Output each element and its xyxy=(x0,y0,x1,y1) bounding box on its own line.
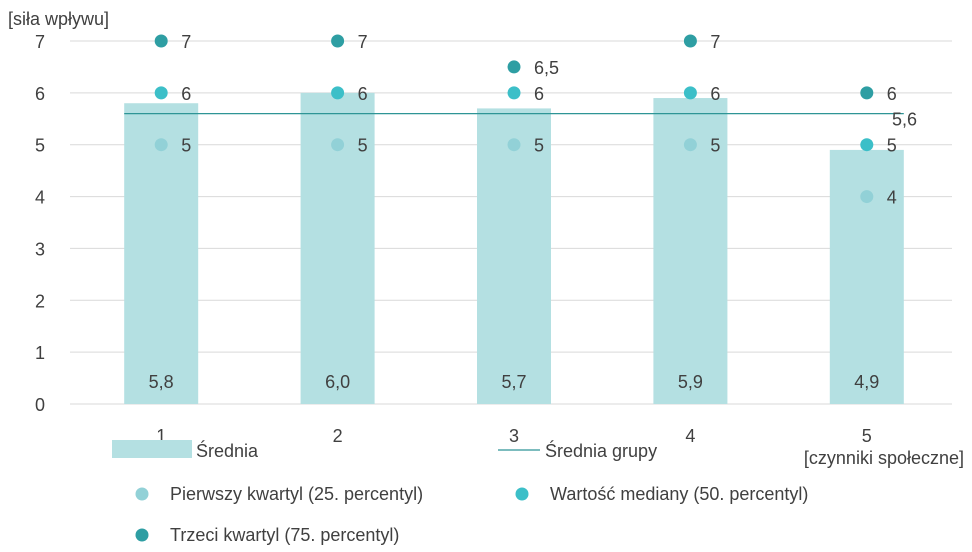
y-tick-label: 5 xyxy=(35,136,45,156)
point-label: 6 xyxy=(887,84,897,104)
y-tick-label: 0 xyxy=(35,395,45,415)
point xyxy=(683,34,697,48)
point-label: 6,5 xyxy=(534,58,559,78)
bar-data-label: 6,0 xyxy=(325,372,350,392)
x-tick-label: 1 xyxy=(156,426,166,446)
bar xyxy=(477,108,551,405)
point-label: 5 xyxy=(181,136,191,156)
point-label: 6 xyxy=(358,84,368,104)
point xyxy=(154,138,168,152)
x-tick-label: 2 xyxy=(333,426,343,446)
point-label: 5 xyxy=(358,136,368,156)
legend-label: Średnia xyxy=(196,440,259,461)
point xyxy=(683,138,697,152)
x-tick-label: 4 xyxy=(685,426,695,446)
x-tick-label: 3 xyxy=(509,426,519,446)
point-label: 5 xyxy=(887,136,897,156)
point xyxy=(154,34,168,48)
legend-label: Wartość mediany (50. percentyl) xyxy=(550,484,808,504)
legend-swatch-dot xyxy=(135,487,149,501)
x-axis-title: [czynniki społeczne] xyxy=(804,448,964,468)
point xyxy=(507,86,521,100)
y-tick-label: 2 xyxy=(35,291,45,311)
group-mean-label: 5,6 xyxy=(892,110,917,130)
x-axis-ticks: 1 2 3 4 5 xyxy=(156,426,872,446)
point xyxy=(507,60,521,74)
legend-swatch-dot xyxy=(135,528,149,542)
legend-label: Pierwszy kwartyl (25. percentyl) xyxy=(170,484,423,504)
point xyxy=(860,138,874,152)
point xyxy=(507,138,521,152)
point-label: 7 xyxy=(358,32,368,52)
bar-data-labels: 5,8 6,0 5,7 5,9 4,9 xyxy=(149,372,880,392)
point xyxy=(331,138,345,152)
legend-swatch-bar xyxy=(112,440,192,458)
point-label: 5 xyxy=(710,136,720,156)
point-label: 7 xyxy=(181,32,191,52)
point xyxy=(331,34,345,48)
y-tick-label: 3 xyxy=(35,239,45,259)
point-label: 7 xyxy=(710,32,720,52)
point xyxy=(683,86,697,100)
bar-data-label: 5,9 xyxy=(678,372,703,392)
bars xyxy=(124,92,904,405)
y-tick-label: 4 xyxy=(35,188,45,208)
y-tick-label: 7 xyxy=(35,32,45,52)
legend-label: Średnia grupy xyxy=(545,440,657,461)
bar-data-label: 5,8 xyxy=(149,372,174,392)
group-mean-line: 5,6 xyxy=(124,110,917,130)
legend-label: Trzeci kwartyl (75. percentyl) xyxy=(170,525,399,545)
point xyxy=(331,86,345,100)
point-label: 6 xyxy=(534,84,544,104)
y-tick-label: 1 xyxy=(35,343,45,363)
quartile-points: 5 5 5 5 4 6 6 6 6 5 7 7 6,5 7 6 xyxy=(154,32,897,208)
x-tick-label: 5 xyxy=(862,426,872,446)
legend-swatch-dot xyxy=(515,487,529,501)
y-axis-ticks: 0 1 2 3 4 5 6 7 xyxy=(35,32,45,415)
point xyxy=(860,190,874,204)
point xyxy=(860,86,874,100)
point xyxy=(154,86,168,100)
point-label: 6 xyxy=(181,84,191,104)
bar xyxy=(124,103,199,404)
bar-data-label: 4,9 xyxy=(854,372,879,392)
point-label: 6 xyxy=(710,84,720,104)
point-label: 5 xyxy=(534,136,544,156)
point-label: 4 xyxy=(887,188,897,208)
legend: Średnia Średnia grupy Pierwszy kwartyl (25… xyxy=(112,440,808,545)
y-axis-title: [siła wpływu] xyxy=(8,9,109,29)
bar-data-label: 5,7 xyxy=(501,372,526,392)
y-tick-label: 6 xyxy=(35,84,45,104)
